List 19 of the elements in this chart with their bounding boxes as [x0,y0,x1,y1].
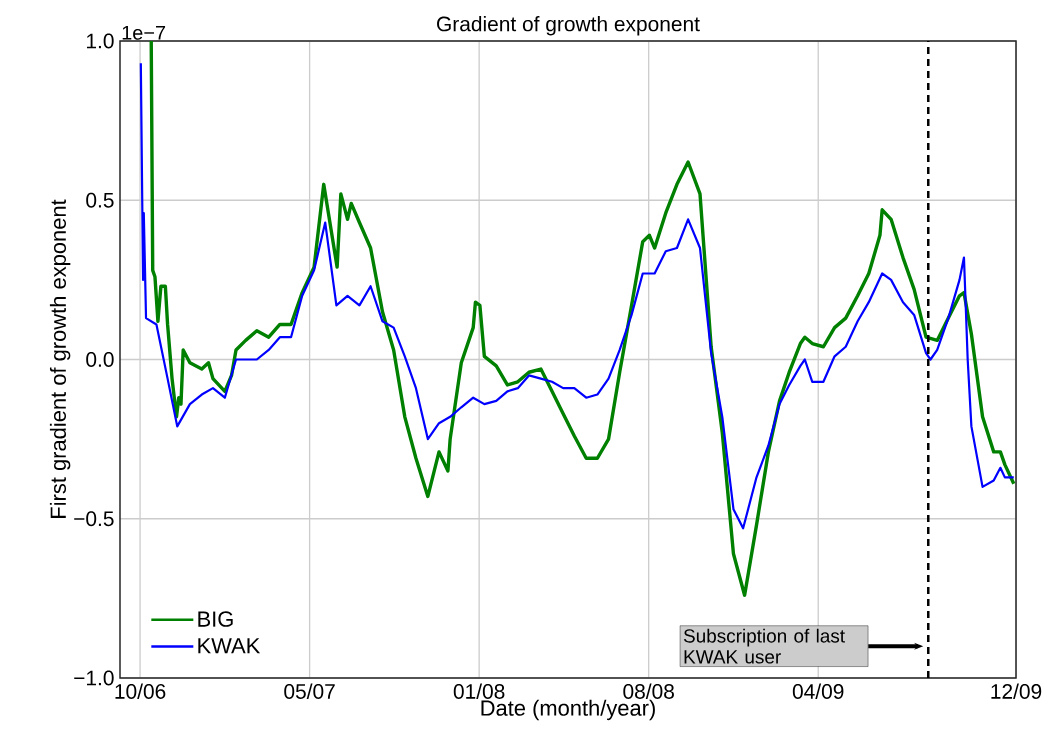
annotation: Subscription of last KWAK user [683,628,845,664]
x-tick-label: 10/06 [115,683,166,699]
line-series [149,39,1016,597]
y-tick-label: 0.5 [86,192,114,208]
chart-title: Gradient of growth exponent [437,16,700,36]
x-axis-title: Date (month/year) [481,699,655,721]
text: 1e−7 [122,25,166,40]
x-tick-label: 08/08 [623,683,674,699]
legend-label: KWAK [198,638,261,654]
x-tick-label: 12/09 [991,683,1042,699]
y-axis-title: First gradient of growth exponent [49,199,71,518]
y-tick-label: −0.5 [74,511,114,527]
legend-label: BIG [198,611,233,627]
y-tick-label: −1.0 [74,670,114,686]
y-tick-label: 0.0 [86,352,114,367]
x-tick-label: 04/09 [792,683,844,699]
x-tick-label: 05/07 [284,683,335,699]
y-tick-label: 1.0 [86,33,114,49]
x-tick-label: 01/08 [453,683,505,699]
